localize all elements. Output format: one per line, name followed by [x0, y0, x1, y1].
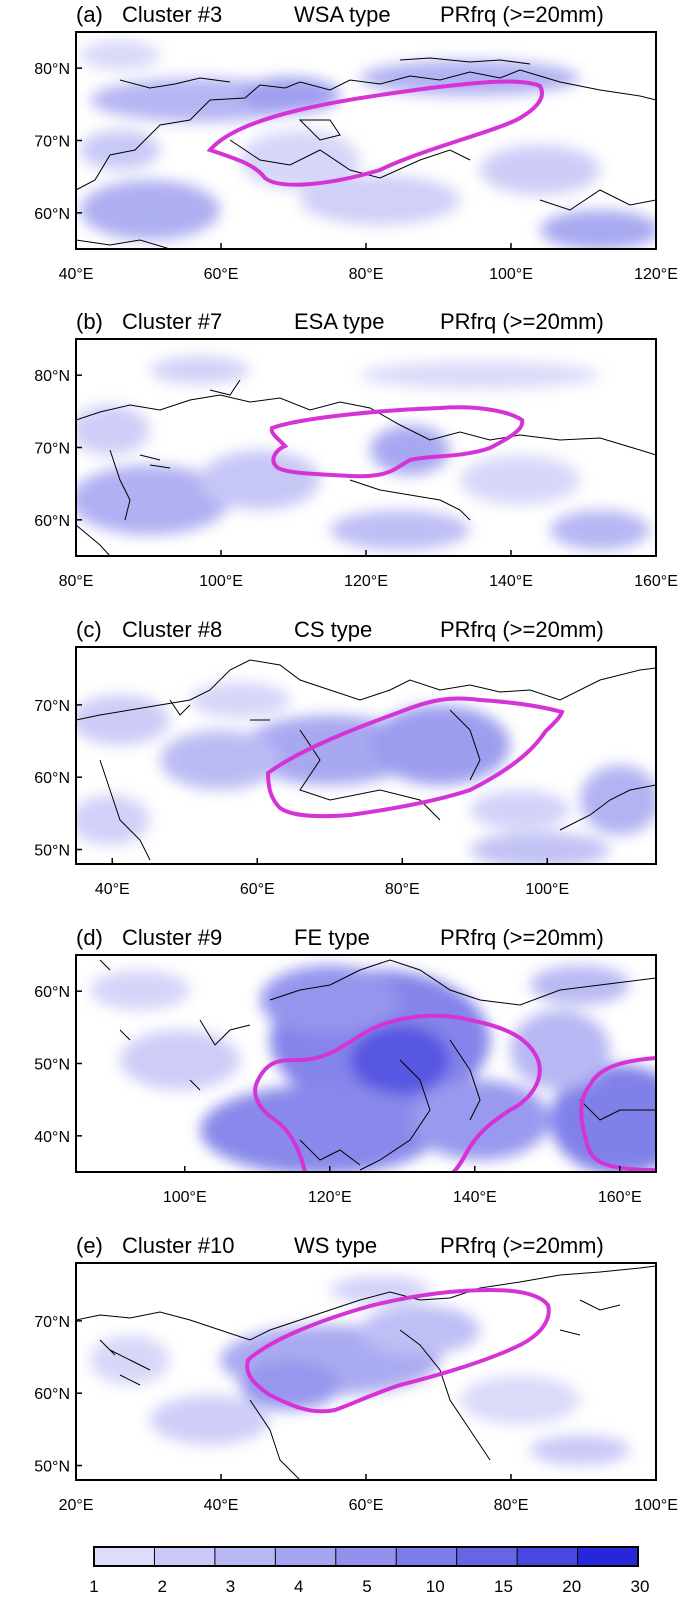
x-tick-label: 80°E [59, 573, 94, 590]
x-tick-label: 80°E [494, 1497, 529, 1514]
y-tick-label: 60°N [34, 1386, 70, 1403]
x-tick-label: 80°E [385, 881, 420, 898]
panel-tag: (a) [76, 2, 103, 27]
y-tick-label: 50°N [34, 1057, 70, 1074]
panel-cluster: Cluster #3 [122, 2, 222, 27]
map-frame [75, 646, 657, 865]
y-tick-label: 60°N [34, 513, 70, 530]
x-tick-label: 20°E [59, 1497, 94, 1514]
colorbar-segment [335, 1546, 398, 1567]
x-tick-label: 140°E [489, 573, 533, 590]
panel-tag: (d) [76, 925, 103, 950]
x-tick-label: 80°E [349, 266, 384, 283]
y-tick-label: 40°N [34, 1129, 70, 1146]
panel-b: (b) Cluster #7 ESA type PRfrq (>=20mm) [34, 309, 678, 590]
colorbar-label: 4 [294, 1577, 303, 1596]
y-tick-label: 60°N [34, 206, 70, 223]
x-tick-label: 100°E [634, 1497, 678, 1514]
panel-tag: (e) [76, 1233, 103, 1258]
colorbar-label: 1 [89, 1577, 98, 1596]
colorbar-label: 5 [362, 1577, 371, 1596]
colorbar-segment [456, 1546, 519, 1567]
panel-e: (e) Cluster #10 WS type PRfrq (>=20mm) [34, 1233, 678, 1514]
panel-type: FE type [294, 925, 370, 950]
panel-cluster: Cluster #10 [122, 1233, 235, 1258]
coastlines [76, 57, 656, 249]
x-tick-label: 120°E [634, 266, 678, 283]
panel-cluster: Cluster #7 [122, 309, 222, 334]
coastlines [76, 379, 656, 556]
x-tick-label: 100°E [489, 266, 533, 283]
colorbar-label: 10 [426, 1577, 445, 1596]
colorbar-label: 3 [226, 1577, 235, 1596]
precip-field [80, 40, 656, 249]
x-tick-label: 140°E [453, 1189, 497, 1206]
colorbar-segment [93, 1546, 156, 1567]
x-tick-label: 100°E [525, 881, 569, 898]
x-tick-label: 40°E [204, 1497, 239, 1514]
precip-field [76, 356, 650, 550]
y-tick-label: 50°N [34, 843, 70, 860]
composite-contour [253, 1013, 656, 1172]
panel-c: (c) Cluster #8 CS type PRfrq (>=20mm) [34, 617, 657, 898]
y-tick-label: 70°N [34, 698, 70, 715]
x-tick-label: 160°E [634, 573, 678, 590]
coastlines [99, 959, 656, 1171]
panel-tag: (b) [76, 309, 103, 334]
y-tick-label: 60°N [34, 770, 70, 787]
colorbar-segment [214, 1546, 277, 1567]
panel-variable: PRfrq (>=20mm) [440, 925, 604, 950]
colorbar-segment [153, 1546, 216, 1567]
x-tick-label: 120°E [344, 573, 388, 590]
coastlines [76, 1265, 656, 1480]
colorbar: 1 2 3 4 5 10 15 20 30 [89, 1546, 650, 1596]
y-tick-label: 70°N [34, 1314, 70, 1331]
panel-type: CS type [294, 617, 372, 642]
x-tick-label: 60°E [349, 1497, 384, 1514]
colorbar-label: 2 [158, 1577, 167, 1596]
y-tick-label: 60°N [34, 984, 70, 1001]
x-tick-label: 100°E [163, 1189, 207, 1206]
y-tick-label: 70°N [34, 134, 70, 151]
y-tick-label: 50°N [34, 1459, 70, 1476]
composite-contour [269, 405, 525, 479]
panel-cluster: Cluster #9 [122, 925, 222, 950]
colorbar-segment [516, 1546, 579, 1567]
colorbar-label: 15 [494, 1577, 513, 1596]
y-tick-label: 80°N [34, 61, 70, 78]
colorbar-label: 30 [631, 1577, 650, 1596]
composite-contour [265, 696, 565, 819]
x-tick-label: 40°E [95, 881, 130, 898]
coastlines [76, 659, 656, 861]
colorbar-label: 20 [562, 1577, 581, 1596]
panel-tag: (c) [76, 617, 102, 642]
panel-type: WS type [294, 1233, 377, 1258]
x-tick-label: 120°E [308, 1189, 352, 1206]
composite-contour [245, 1287, 551, 1414]
panel-variable: PRfrq (>=20mm) [440, 2, 604, 27]
precip-field [90, 965, 656, 1172]
colorbar-segment [577, 1546, 639, 1567]
colorbar-frame [93, 1546, 639, 1567]
composite-contour [206, 79, 544, 187]
panel-cluster: Cluster #8 [122, 617, 222, 642]
panel-d: (d) Cluster #9 FE type PRfrq (>=20mm) [34, 925, 657, 1206]
colorbar-segment [274, 1546, 337, 1567]
panel-variable: PRfrq (>=20mm) [440, 309, 604, 334]
colorbar-segment [395, 1546, 458, 1567]
panel-variable: PRfrq (>=20mm) [440, 1233, 604, 1258]
x-tick-label: 60°E [240, 881, 275, 898]
precip-field [76, 682, 656, 864]
x-tick-label: 60°E [204, 266, 239, 283]
x-tick-label: 160°E [598, 1189, 642, 1206]
x-tick-label: 40°E [59, 266, 94, 283]
panel-type: ESA type [294, 309, 385, 334]
y-tick-label: 70°N [34, 441, 70, 458]
y-tick-label: 80°N [34, 368, 70, 385]
panel-variable: PRfrq (>=20mm) [440, 617, 604, 642]
x-tick-label: 100°E [199, 573, 243, 590]
panel-a: (a) Cluster #3 WSA type PRfrq (>=20mm) [34, 2, 678, 283]
panel-type: WSA type [294, 2, 391, 27]
